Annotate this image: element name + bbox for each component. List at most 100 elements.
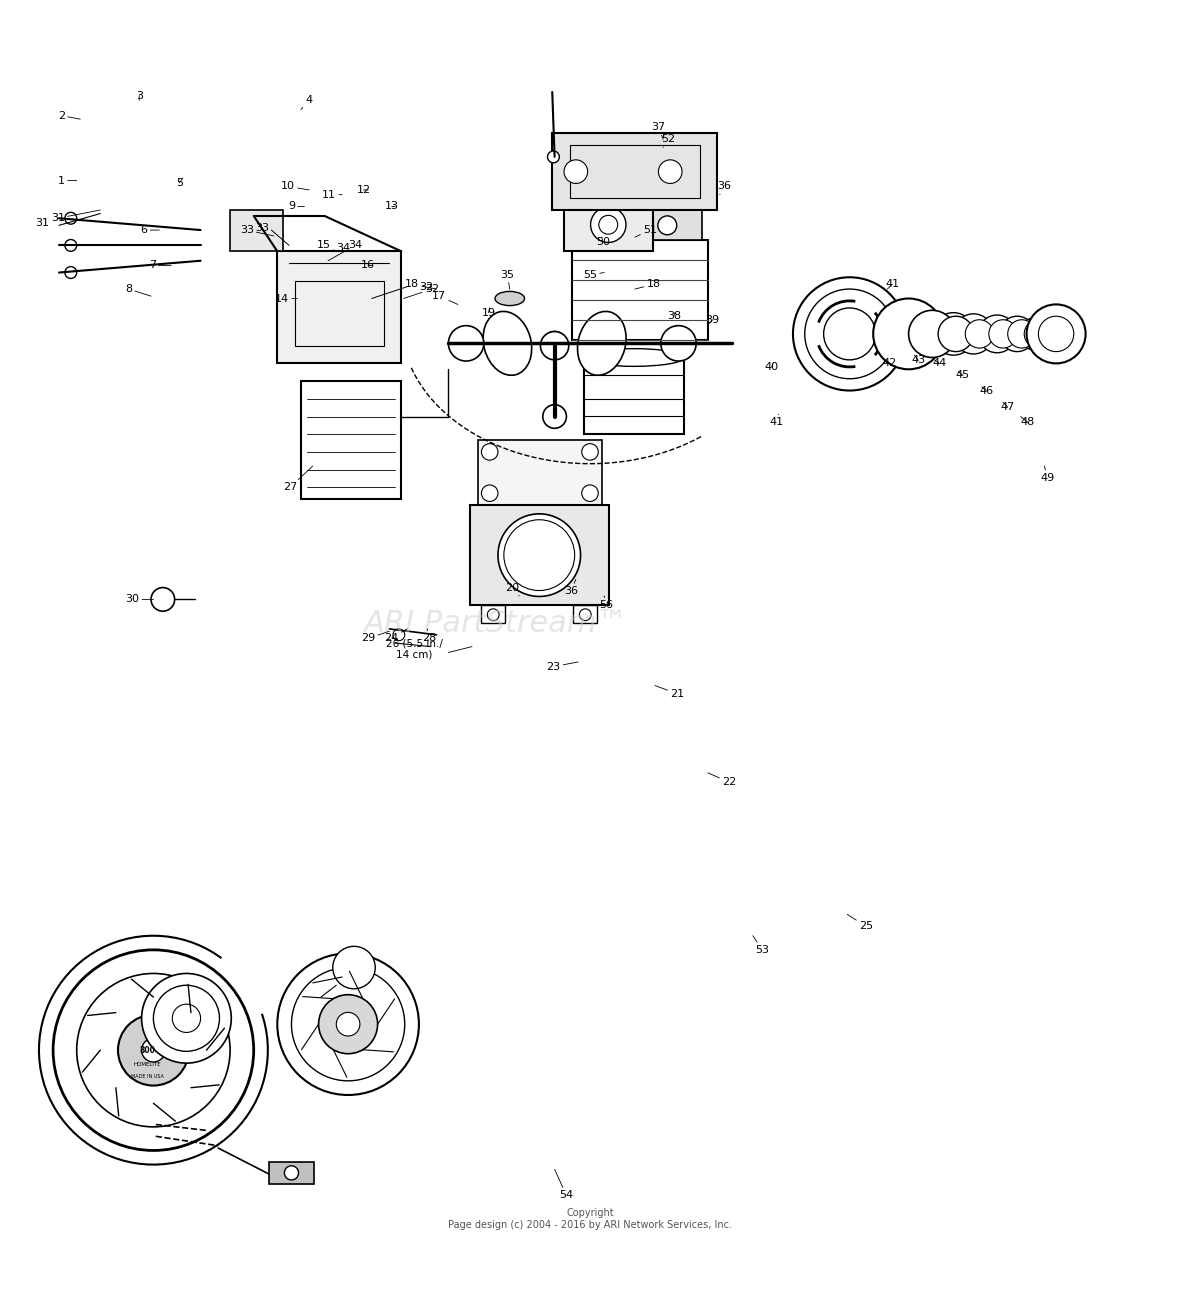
Text: 5: 5 (176, 177, 183, 188)
Circle shape (1037, 318, 1068, 350)
Text: 51: 51 (635, 224, 657, 238)
Circle shape (590, 207, 625, 243)
Circle shape (1027, 304, 1086, 363)
Text: ARI PartStream™: ARI PartStream™ (363, 608, 628, 638)
Circle shape (824, 308, 876, 360)
Text: 35: 35 (500, 270, 514, 290)
Text: 38: 38 (667, 311, 681, 321)
Ellipse shape (483, 312, 532, 376)
Text: HOMELITE: HOMELITE (133, 1062, 162, 1066)
Text: 29: 29 (361, 632, 389, 643)
Circle shape (504, 519, 575, 591)
Text: 55: 55 (583, 270, 604, 279)
Circle shape (953, 313, 994, 354)
Bar (470, 505, 609, 606)
Text: 49: 49 (1041, 466, 1055, 483)
Text: 8: 8 (125, 284, 151, 296)
Circle shape (805, 290, 894, 378)
Text: 40: 40 (765, 361, 779, 372)
Text: 10: 10 (281, 181, 309, 192)
Circle shape (487, 609, 499, 621)
Text: 46: 46 (979, 385, 994, 395)
Bar (578, 210, 702, 240)
Bar (481, 606, 505, 622)
Text: 24: 24 (385, 629, 407, 643)
Circle shape (481, 444, 498, 461)
Circle shape (142, 1039, 165, 1062)
Text: 18: 18 (405, 279, 437, 290)
Text: 23: 23 (546, 662, 578, 672)
Circle shape (885, 311, 932, 358)
Text: 37: 37 (651, 123, 666, 140)
Text: 26 (5.5 in./
14 cm): 26 (5.5 in./ 14 cm) (386, 638, 442, 660)
Circle shape (448, 326, 484, 361)
Text: 47: 47 (1001, 402, 1015, 412)
Circle shape (277, 954, 419, 1095)
Text: 2: 2 (58, 111, 80, 120)
Text: 32: 32 (419, 282, 433, 292)
Circle shape (151, 587, 175, 611)
Circle shape (548, 151, 559, 163)
Text: 27: 27 (283, 466, 313, 492)
Text: 50: 50 (596, 238, 610, 247)
Circle shape (910, 312, 955, 356)
Ellipse shape (577, 312, 627, 376)
Text: 34: 34 (336, 243, 350, 253)
Circle shape (793, 277, 906, 390)
Circle shape (965, 320, 994, 348)
Text: 22: 22 (708, 773, 736, 787)
Text: 32: 32 (404, 284, 439, 299)
Text: 45: 45 (956, 371, 970, 380)
Text: 33: 33 (240, 224, 274, 236)
Bar (552, 133, 717, 210)
Circle shape (77, 974, 230, 1126)
Bar (573, 606, 597, 622)
Text: 43: 43 (911, 355, 925, 365)
Circle shape (909, 311, 956, 358)
Circle shape (564, 159, 588, 184)
Text: 9: 9 (288, 201, 304, 211)
Bar (570, 145, 700, 198)
Circle shape (661, 326, 696, 361)
Text: 800: 800 (139, 1045, 156, 1054)
Circle shape (393, 629, 405, 641)
Circle shape (65, 266, 77, 278)
Circle shape (1038, 316, 1074, 351)
Circle shape (118, 1015, 189, 1086)
Circle shape (989, 320, 1017, 348)
Circle shape (540, 331, 569, 360)
Text: 31: 31 (51, 210, 100, 223)
Text: 34: 34 (328, 240, 362, 261)
Circle shape (582, 444, 598, 461)
Text: 30: 30 (125, 594, 153, 604)
Circle shape (333, 946, 375, 989)
Text: 36: 36 (717, 181, 732, 194)
Bar (584, 358, 684, 435)
Bar (478, 440, 602, 505)
Bar (230, 210, 283, 252)
Text: 15: 15 (316, 240, 336, 252)
Circle shape (579, 609, 591, 621)
Circle shape (543, 331, 566, 355)
Bar (269, 1163, 314, 1184)
Text: 36: 36 (564, 579, 578, 596)
Ellipse shape (496, 291, 524, 305)
Circle shape (142, 974, 231, 1064)
Text: 7: 7 (149, 261, 171, 270)
Text: 42: 42 (883, 359, 897, 368)
Text: 54: 54 (555, 1169, 573, 1201)
Circle shape (336, 1013, 360, 1036)
Text: 12: 12 (356, 185, 371, 194)
Circle shape (481, 485, 498, 501)
Circle shape (153, 985, 219, 1052)
Circle shape (319, 994, 378, 1053)
Text: 44: 44 (932, 359, 946, 368)
Circle shape (291, 967, 405, 1081)
Circle shape (657, 215, 677, 235)
Text: 53: 53 (753, 936, 769, 955)
Circle shape (932, 313, 975, 355)
Bar (277, 252, 401, 363)
Text: 17: 17 (432, 291, 458, 304)
Text: Copyright
Page design (c) 2004 - 2016 by ARI Network Services, Inc.: Copyright Page design (c) 2004 - 2016 by… (448, 1208, 732, 1229)
Text: 25: 25 (847, 915, 873, 932)
